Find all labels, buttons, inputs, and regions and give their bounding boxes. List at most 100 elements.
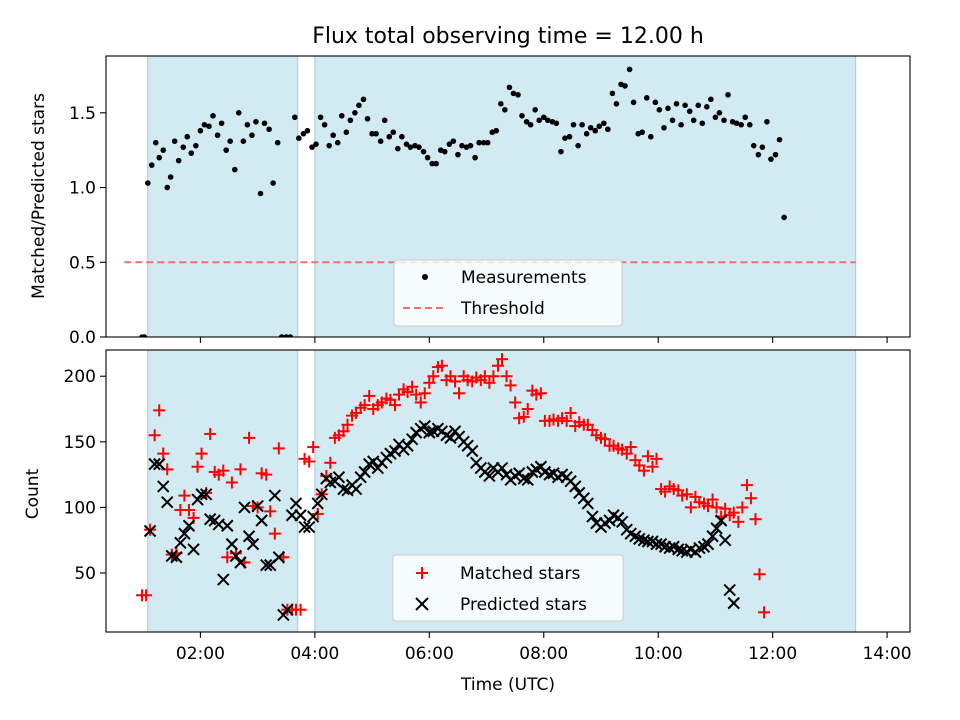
predicted-star-point bbox=[706, 530, 719, 543]
measurement-point bbox=[373, 130, 379, 137]
measurement-point bbox=[515, 92, 521, 98]
measurement-point bbox=[381, 117, 388, 124]
matched-star-point bbox=[483, 376, 496, 389]
predicted-star-point bbox=[727, 596, 740, 610]
measurement-point bbox=[781, 214, 787, 221]
measurement-point bbox=[407, 144, 414, 150]
measurement-point bbox=[583, 130, 590, 137]
matched-star-point bbox=[624, 441, 637, 454]
measurement-point bbox=[592, 127, 599, 134]
matched-star-point bbox=[234, 463, 247, 476]
measurement-point bbox=[433, 160, 439, 167]
measurement-point bbox=[450, 138, 457, 144]
predicted-star-point bbox=[174, 536, 187, 550]
matched-star-point bbox=[423, 376, 436, 389]
measurement-point bbox=[523, 118, 530, 125]
predicted-star-point bbox=[268, 489, 282, 502]
predicted-star-point bbox=[311, 497, 324, 510]
bottom-legend-box bbox=[392, 554, 624, 622]
measurement-point bbox=[562, 135, 568, 142]
measurement-point bbox=[527, 121, 534, 128]
measurement-point bbox=[144, 180, 151, 186]
measurement-point bbox=[519, 112, 525, 119]
predicted-star-point bbox=[260, 558, 273, 572]
matched-star-point bbox=[701, 500, 714, 513]
measurement-point bbox=[446, 141, 453, 147]
predicted-star-point bbox=[543, 468, 556, 481]
measurement-point bbox=[175, 157, 182, 164]
matched-star-point bbox=[418, 387, 431, 400]
bottom-legend: Matched stars Predicted stars bbox=[392, 554, 624, 622]
x-tick-label: 02:00 bbox=[176, 644, 225, 664]
predicted-star-point bbox=[182, 519, 196, 532]
measurement-point bbox=[403, 141, 410, 147]
matched-star-point bbox=[564, 406, 577, 419]
measurement-point bbox=[231, 166, 238, 173]
legend-label-measurements: Measurements bbox=[461, 268, 587, 288]
measurement-point bbox=[160, 147, 167, 153]
measurement-point bbox=[575, 142, 581, 149]
x-tick-label: 06:00 bbox=[405, 644, 454, 664]
measurement-point bbox=[167, 174, 174, 180]
measurement-point bbox=[399, 133, 405, 140]
measurement-point bbox=[699, 120, 706, 127]
matched-star-point bbox=[221, 551, 234, 564]
matched-star-point bbox=[303, 455, 316, 468]
measurement-point bbox=[152, 139, 159, 146]
measurement-point bbox=[188, 150, 195, 156]
top-shaded-interval-1 bbox=[147, 56, 298, 337]
bottom-x-ticks: 02:00 04:00 06:00 08:00 10:00 12:00 14:00 bbox=[176, 632, 912, 664]
legend-marker-matched bbox=[416, 567, 428, 579]
measurement-point bbox=[261, 120, 268, 127]
predicted-star-point bbox=[349, 482, 363, 496]
measurement-point bbox=[244, 121, 251, 128]
bottom-axes-frame bbox=[105, 349, 911, 633]
matched-star-point bbox=[243, 431, 256, 444]
matched-star-point bbox=[740, 479, 753, 492]
matched-star-point bbox=[744, 492, 757, 505]
measurement-point bbox=[266, 126, 272, 133]
predicted-star-point bbox=[586, 510, 599, 523]
measurement-point bbox=[300, 130, 307, 137]
matched-star-point bbox=[225, 476, 238, 489]
measurement-point bbox=[540, 114, 547, 121]
measurement-point bbox=[647, 133, 654, 140]
matched-star-point bbox=[427, 370, 440, 383]
measurement-point bbox=[686, 108, 693, 115]
measurement-point bbox=[441, 148, 448, 155]
measurement-point bbox=[197, 127, 204, 134]
ratio-panel: 0.0 0.5 1.0 1.5 Matched/Predicted stars Mea… bbox=[29, 55, 911, 348]
measurement-point bbox=[210, 112, 216, 119]
predicted-star-point bbox=[495, 461, 509, 475]
measurement-point bbox=[742, 114, 748, 121]
matched-star-point bbox=[710, 501, 723, 514]
measurement-point bbox=[171, 138, 178, 144]
matched-star-point bbox=[204, 427, 217, 440]
bottom-y-tick-label: 150 bbox=[64, 433, 96, 453]
matched-star-point bbox=[732, 515, 745, 528]
top-legend: Measurements Threshold bbox=[393, 259, 623, 327]
predicted-star-point bbox=[161, 495, 174, 509]
measurement-point bbox=[587, 124, 594, 131]
predicted-star-point bbox=[272, 551, 286, 564]
measurement-point bbox=[484, 139, 491, 146]
measurement-point bbox=[304, 127, 311, 134]
measurement-point bbox=[206, 123, 212, 130]
predicted-star-point bbox=[650, 537, 663, 551]
matched-star-point bbox=[719, 502, 732, 515]
measurement-point bbox=[429, 160, 435, 167]
measurement-point bbox=[776, 136, 783, 143]
predicted-star-point bbox=[203, 512, 217, 526]
predicted-star-point bbox=[693, 541, 706, 555]
matched-star-point bbox=[706, 493, 719, 506]
predicted-star-point bbox=[401, 439, 414, 452]
predicted-star-point bbox=[483, 469, 496, 483]
measurement-point bbox=[476, 139, 482, 146]
count-points bbox=[136, 353, 771, 622]
matched-star-point bbox=[195, 447, 208, 460]
measurement-point bbox=[459, 142, 465, 149]
predicted-star-point bbox=[195, 488, 208, 501]
predicted-star-point bbox=[238, 501, 251, 514]
measurement-point bbox=[141, 334, 148, 337]
